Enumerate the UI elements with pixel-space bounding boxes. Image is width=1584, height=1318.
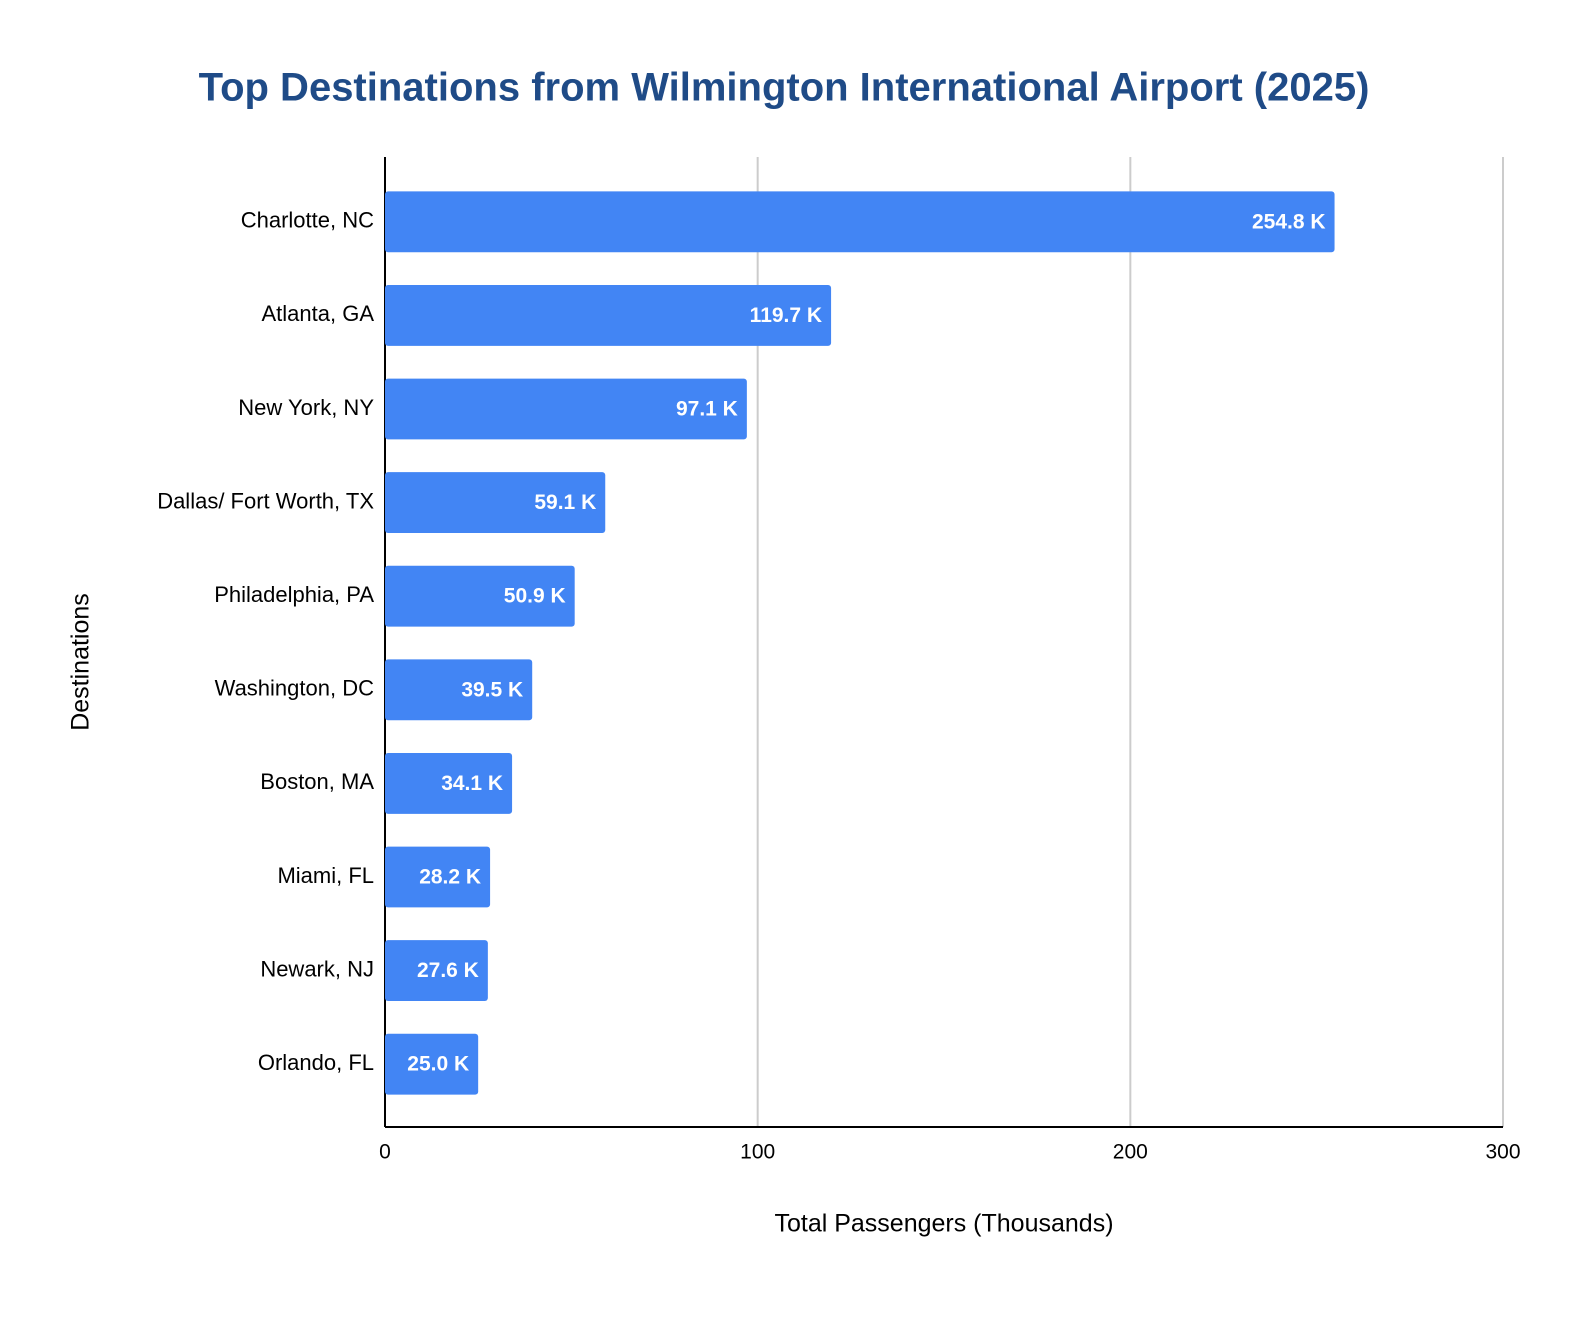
x-tick-label: 0	[379, 1141, 391, 1164]
bar	[385, 284, 832, 346]
value-label: 27.6 K	[417, 959, 479, 982]
bar	[385, 565, 575, 627]
y-axis-label: Destinations	[67, 593, 95, 731]
value-label: 97.1 K	[676, 398, 738, 421]
y-tick-label: Boston, MA	[260, 769, 374, 794]
y-tick-label: Dallas/ Fort Worth, TX	[157, 488, 374, 513]
bar	[385, 752, 513, 814]
value-label: 34.1 K	[441, 772, 503, 795]
x-tick-label: 100	[740, 1141, 775, 1164]
bar	[385, 846, 491, 908]
value-label: 28.2 K	[419, 866, 481, 889]
y-tick-label: Orlando, FL	[258, 1050, 374, 1075]
bar	[385, 191, 1335, 253]
bar	[385, 940, 488, 1002]
x-tick-label: 200	[1113, 1141, 1148, 1164]
value-label: 254.8 K	[1252, 210, 1326, 233]
x-tick-label: 300	[1485, 1141, 1520, 1164]
y-tick-label: Miami, FL	[277, 863, 374, 888]
y-tick-label: Charlotte, NC	[241, 208, 374, 233]
bar	[385, 659, 533, 721]
y-tick-label: Atlanta, GA	[261, 301, 374, 326]
x-axis-label: Total Passengers (Thousands)	[774, 1210, 1113, 1238]
value-label: 39.5 K	[461, 678, 523, 701]
y-tick-label: Philadelphia, PA	[214, 582, 374, 607]
bar	[385, 1033, 479, 1095]
chart-title: Top Destinations from Wilmington Interna…	[199, 66, 1370, 110]
bars: 254.8 K 119.7 K 97.1 K 59.1 K 50.9 K 39.5 K 34…	[385, 191, 1335, 1095]
value-label: 50.9 K	[504, 585, 566, 608]
value-label: 59.1 K	[534, 491, 596, 514]
bar	[385, 472, 606, 534]
y-tick-label: Washington, DC	[215, 676, 374, 701]
bar	[385, 378, 747, 440]
value-label: 119.7 K	[750, 304, 822, 327]
value-label: 25.0 K	[407, 1053, 469, 1076]
y-tick-label: Newark, NJ	[260, 956, 374, 981]
y-tick-label: New York, NY	[238, 395, 374, 420]
